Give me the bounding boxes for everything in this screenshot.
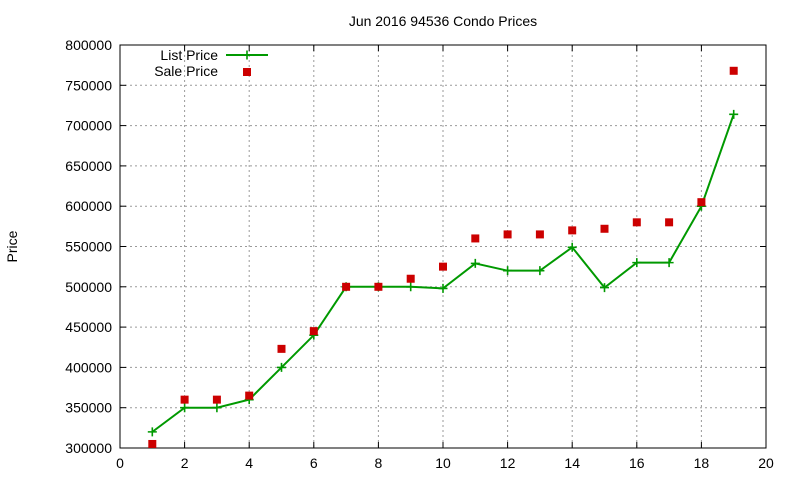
list-price-point [535,266,545,276]
legend-label-sale-price: Sale Price [154,63,218,79]
sale-price-point [535,230,544,239]
x-tick-label: 12 [500,455,516,471]
y-tick-label: 550000 [65,239,112,255]
series-layer [147,66,739,448]
axis-ticks: 0 2 4 6 8 10 12 14 16 18 20 300000 350000 400000 45000… [65,37,774,471]
list-price-point [438,283,448,293]
y-tick-label: 500000 [65,279,112,295]
sale-price-point [665,218,674,227]
legend-label-list-price: List Price [160,47,218,63]
y-tick-label: 600000 [65,198,112,214]
y-tick-label: 750000 [65,77,112,93]
list-price-point [277,362,286,372]
y-tick-label: 400000 [65,359,112,375]
y-tick-label: 350000 [65,400,112,416]
sale-price-point [309,327,318,336]
series-1 [148,66,738,448]
x-tick-label: 0 [116,455,124,471]
list-price-point [664,258,674,268]
list-price-point [632,258,642,268]
x-tick-label: 18 [694,455,710,471]
legend-marker-sale-price [243,68,251,76]
sale-price-point [180,395,189,404]
x-tick-label: 16 [629,455,645,471]
y-tick-label: 700000 [65,118,112,134]
sale-price-point [439,262,447,271]
sale-price-point [503,230,512,239]
y-axis-label: Price [4,230,20,262]
x-tick-label: 14 [564,455,580,471]
x-tick-label: 2 [181,455,189,471]
legend-marker-list-price [242,50,252,60]
sale-price-point [632,218,641,227]
grid-lines [120,45,766,448]
list-price-point [567,242,577,252]
list-price-point [147,427,157,437]
sale-price-point [148,439,157,448]
series-0 [147,109,739,437]
sale-price-point [600,224,609,233]
x-tick-label: 4 [245,455,253,471]
sale-price-point [471,234,480,243]
sale-price-point [212,395,221,404]
list-price-point [503,266,513,276]
x-tick-label: 10 [435,455,451,471]
list-price-point [212,403,222,413]
sale-price-point [697,198,706,207]
sale-price-point [568,226,577,235]
list-price-point [600,283,609,293]
sale-price-point [729,66,738,75]
y-tick-label: 800000 [65,37,112,53]
y-tick-label: 450000 [65,319,112,335]
y-tick-label: 300000 [65,440,112,456]
sale-price-point [374,282,383,291]
list-price-point [406,282,416,292]
y-tick-label: 650000 [65,158,112,174]
list-price-point [470,258,480,268]
chart-title: Jun 2016 94536 Condo Prices [349,13,537,29]
legend: List Price Sale Price [154,47,268,79]
list-price-point [180,403,190,413]
x-tick-label: 20 [758,455,774,471]
sale-price-point [342,282,351,291]
sale-price-point [406,274,415,283]
sale-price-point [245,391,254,400]
sale-price-point [277,344,286,353]
x-tick-label: 8 [375,455,383,471]
x-tick-label: 6 [310,455,318,471]
list-price-point [729,109,739,119]
